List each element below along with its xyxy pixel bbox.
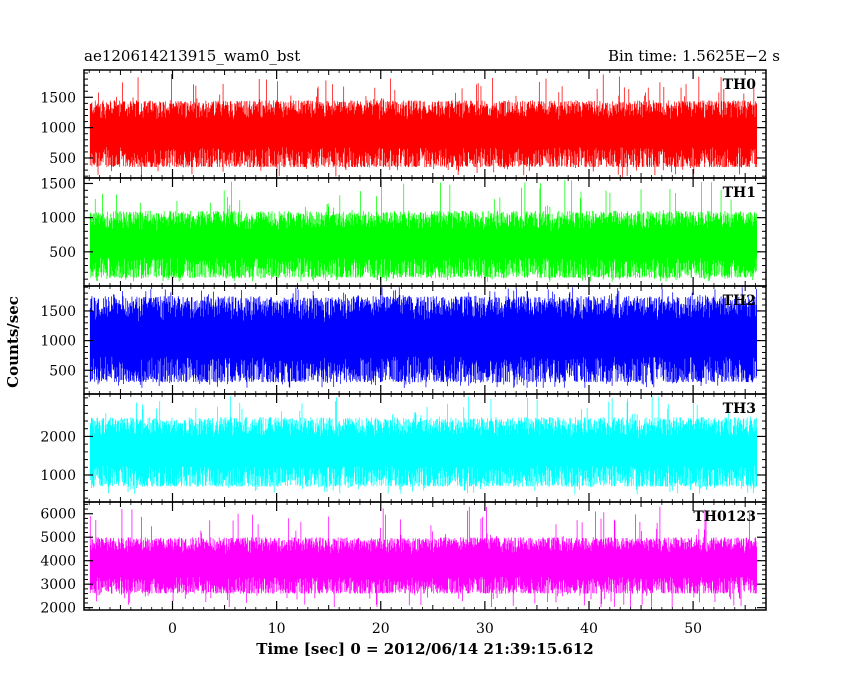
panel-label-th3: TH3 <box>723 401 756 417</box>
y-tick-label: 500 <box>49 151 76 167</box>
y-tick-label: 4000 <box>40 554 76 570</box>
x-tick-label: 10 <box>268 621 286 637</box>
x-tick-label: 50 <box>684 621 702 637</box>
chart-title: ae120614213915_wam0_bst <box>84 47 300 65</box>
bin-time-label: Bin time: 1.5625E−2 s <box>608 47 780 65</box>
y-axis-label: Counts/sec <box>4 296 22 388</box>
y-tick-label: 2000 <box>40 429 76 445</box>
y-tick-label: 1500 <box>40 90 76 106</box>
series-th3 <box>89 396 758 495</box>
y-tick-label: 1500 <box>40 176 76 192</box>
y-tick-label: 3000 <box>40 577 76 593</box>
panel-label-th2: TH2 <box>723 293 756 309</box>
x-tick-label: 30 <box>476 621 494 637</box>
panel-label-th1: TH1 <box>723 185 756 201</box>
series-th0123 <box>89 506 758 608</box>
y-tick-label: 1000 <box>40 468 76 484</box>
x-axis-label: Time [sec] 0 = 2012/06/14 21:39:15.612 <box>256 640 593 658</box>
y-tick-label: 6000 <box>40 507 76 523</box>
y-tick-label: 1000 <box>40 334 76 350</box>
panel-label-th0123: TH0123 <box>693 509 756 525</box>
panel-label-th0: TH0 <box>723 77 757 93</box>
x-tick-label: 20 <box>372 621 390 637</box>
x-tick-label: 40 <box>580 621 598 637</box>
series-th0 <box>89 74 758 177</box>
y-tick-label: 1500 <box>40 304 76 320</box>
x-tick-label: 0 <box>168 621 177 637</box>
panels-group: 50010001500TH050010001500TH150010001500T… <box>40 69 767 637</box>
y-tick-label: 5000 <box>40 530 76 546</box>
y-tick-label: 500 <box>49 245 76 261</box>
series-th2 <box>89 287 758 388</box>
y-tick-label: 500 <box>49 363 76 379</box>
series-th1 <box>89 180 758 282</box>
y-tick-label: 1000 <box>40 211 76 227</box>
y-tick-label: 1000 <box>40 121 76 137</box>
y-tick-label: 2000 <box>40 601 76 617</box>
